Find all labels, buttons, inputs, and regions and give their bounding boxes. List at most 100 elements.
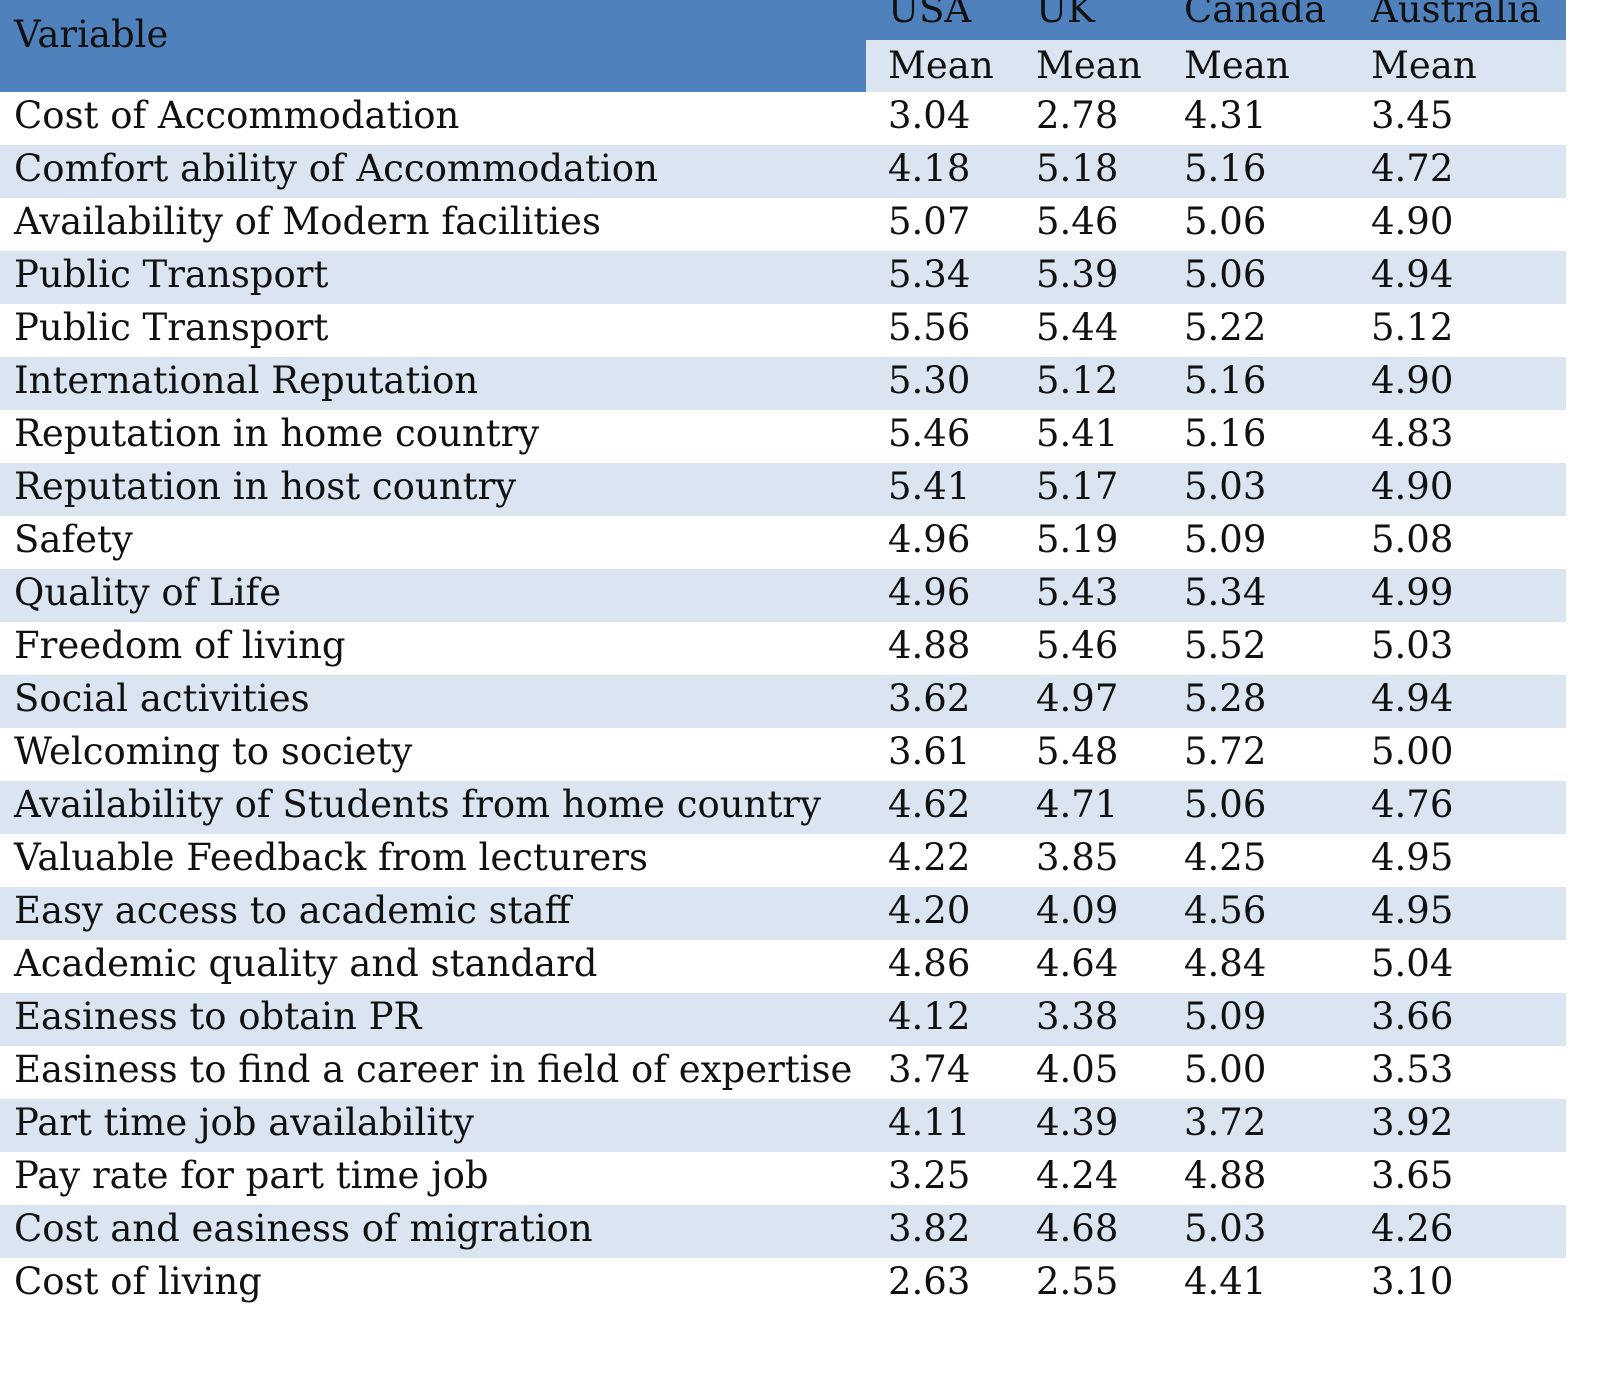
mean-cell-usa: 5.34 [888,253,971,296]
table-row: Easiness to obtain PR 4.12 3.38 5.09 3.66 [0,993,1566,1046]
mean-cell-canada: 5.22 [1184,306,1267,349]
mean-cell-uk: 5.12 [1036,359,1119,402]
mean-cell-australia: 4.83 [1371,412,1454,455]
mean-cell-canada: 4.84 [1184,942,1267,985]
mean-cell-canada: 5.03 [1184,1207,1267,1250]
mean-cell-canada: 5.34 [1184,571,1267,614]
mean-cell-uk: 5.46 [1036,624,1119,667]
mean-cell-australia: 4.94 [1371,677,1454,720]
mean-cell-canada: 5.28 [1184,677,1267,720]
table-row: Freedom of living 4.88 5.46 5.52 5.03 [0,622,1566,675]
mean-cell-usa: 5.41 [888,465,971,508]
mean-cell-uk: 4.97 [1036,677,1119,720]
table-row: Valuable Feedback from lecturers 4.22 3.85… [0,834,1566,887]
mean-cell-canada: 4.31 [1184,94,1267,137]
mean-cell-australia: 4.90 [1371,359,1454,402]
mean-cell-usa: 4.96 [888,571,971,614]
table-row: Cost and easiness of migration 3.82 4.68 5.… [0,1205,1566,1258]
table-body: Cost of Accommodation 3.04 2.78 4.31 3.45 Com… [0,92,1566,1311]
variable-cell: Cost of living [14,1260,262,1303]
mean-cell-uk: 4.68 [1036,1207,1119,1250]
mean-cell-usa: 4.18 [888,147,971,190]
mean-cell-canada: 5.09 [1184,995,1267,1038]
mean-cell-canada: 5.09 [1184,518,1267,561]
table-row: Cost of living 2.63 2.55 4.41 3.10 [0,1258,1566,1311]
variable-cell: Welcoming to society [14,730,413,773]
variable-cell: Easy access to academic staff [14,889,571,932]
mean-cell-canada: 5.06 [1184,253,1267,296]
mean-cell-usa: 3.25 [888,1154,971,1197]
table-row: Availability of Modern facilities 5.07 5.4… [0,198,1566,251]
mean-cell-canada: 5.03 [1184,465,1267,508]
mean-cell-australia: 4.99 [1371,571,1454,614]
mean-cell-australia: 4.72 [1371,147,1454,190]
variable-cell: Part time job availability [14,1101,474,1144]
mean-cell-usa: 3.04 [888,94,971,137]
country-header-usa: USA [888,0,972,31]
subheader-mean-usa: Mean [888,44,994,87]
variable-cell: Availability of Modern facilities [14,200,601,243]
mean-cell-canada: 5.52 [1184,624,1267,667]
mean-cell-usa: 4.86 [888,942,971,985]
mean-cell-australia: 3.92 [1371,1101,1454,1144]
mean-cell-australia: 3.65 [1371,1154,1454,1197]
subheader-mean-uk: Mean [1036,44,1142,87]
variable-cell: Reputation in host country [14,465,517,508]
variable-cell: Public Transport [14,306,329,349]
mean-cell-usa: 3.62 [888,677,971,720]
mean-cell-canada: 3.72 [1184,1101,1267,1144]
table-row: Academic quality and standard 4.86 4.64 4.8… [0,940,1566,993]
mean-cell-uk: 4.24 [1036,1154,1119,1197]
mean-cell-canada: 5.06 [1184,783,1267,826]
mean-cell-uk: 5.39 [1036,253,1119,296]
variable-cell: Easiness to find a career in field of ex… [14,1048,853,1091]
variable-cell: Comfort ability of Accommodation [14,147,658,190]
mean-cell-uk: 4.05 [1036,1048,1119,1091]
country-header-australia: Australia [1371,0,1541,31]
mean-cell-uk: 2.55 [1036,1260,1119,1303]
mean-cell-uk: 4.39 [1036,1101,1119,1144]
mean-cell-australia: 3.53 [1371,1048,1454,1091]
mean-cell-uk: 5.18 [1036,147,1119,190]
mean-cell-canada: 4.25 [1184,836,1267,879]
table-row: International Reputation 5.30 5.12 5.16 4.90 [0,357,1566,410]
variable-cell: International Reputation [14,359,479,402]
mean-cell-australia: 3.66 [1371,995,1454,1038]
variable-cell: Social activities [14,677,310,720]
mean-cell-canada: 5.72 [1184,730,1267,773]
variable-cell: Freedom of living [14,624,346,667]
mean-cell-australia: 5.08 [1371,518,1454,561]
mean-cell-australia: 4.95 [1371,836,1454,879]
table-row: Welcoming to society 3.61 5.48 5.72 5.00 [0,728,1566,781]
mean-cell-australia: 4.94 [1371,253,1454,296]
mean-cell-canada: 4.56 [1184,889,1267,932]
mean-cell-australia: 5.12 [1371,306,1454,349]
mean-cell-australia: 4.90 [1371,465,1454,508]
mean-cell-uk: 3.38 [1036,995,1119,1038]
mean-cell-canada: 5.16 [1184,359,1267,402]
table-row: Safety 4.96 5.19 5.09 5.08 [0,516,1566,569]
variable-cell: Pay rate for part time job [14,1154,489,1197]
mean-cell-uk: 4.71 [1036,783,1119,826]
mean-cell-usa: 4.11 [888,1101,971,1144]
table-row: Availability of Students from home count… [0,781,1566,834]
mean-cell-usa: 3.82 [888,1207,971,1250]
mean-cell-usa: 4.62 [888,783,971,826]
mean-cell-usa: 4.12 [888,995,971,1038]
mean-cell-australia: 4.90 [1371,200,1454,243]
table-row: Public Transport 5.34 5.39 5.06 4.94 [0,251,1566,304]
table-row: Easiness to find a career in field of ex… [0,1046,1566,1099]
table-row: Pay rate for part time job 3.25 4.24 4.88 3.… [0,1152,1566,1205]
mean-cell-australia: 3.10 [1371,1260,1454,1303]
table-row: Part time job availability 4.11 4.39 3.72 3.… [0,1099,1566,1152]
table-row: Reputation in host country 5.41 5.17 5.03 4.… [0,463,1566,516]
mean-cell-canada: 5.00 [1184,1048,1267,1091]
mean-cell-uk: 5.41 [1036,412,1119,455]
data-table: Variable USA UK Canada Australia Mean Me… [0,0,1566,1303]
mean-cell-uk: 5.43 [1036,571,1119,614]
mean-cell-australia: 5.00 [1371,730,1454,773]
mean-cell-usa: 4.22 [888,836,971,879]
table-row: Comfort ability of Accommodation 4.18 5.18… [0,145,1566,198]
mean-cell-usa: 5.30 [888,359,971,402]
country-header-uk: UK [1036,0,1095,31]
